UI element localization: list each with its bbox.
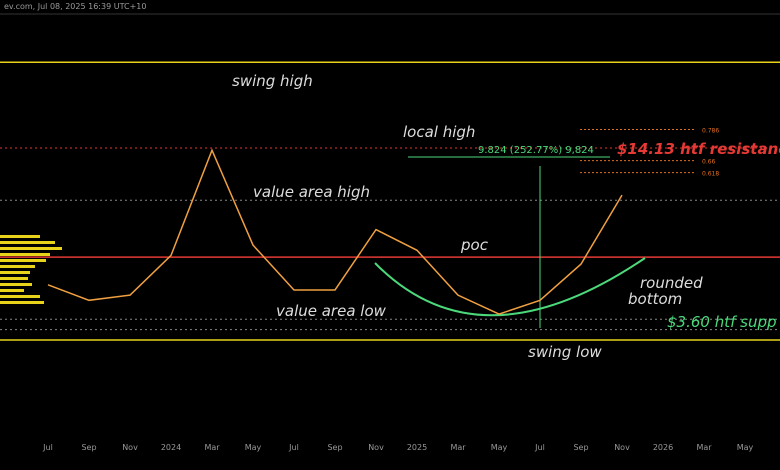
annotation: rounded bbox=[640, 274, 703, 292]
x-tick-label: Nov bbox=[368, 443, 384, 452]
x-tick-label: Mar bbox=[696, 443, 712, 452]
level-label: $3.60 htf supp bbox=[667, 313, 777, 331]
annotation: local high bbox=[403, 123, 475, 141]
x-tick-label: Jul bbox=[288, 443, 299, 452]
level-label: poc bbox=[460, 236, 489, 254]
x-tick-label: Sep bbox=[81, 443, 96, 452]
fib-label: 0.66 bbox=[702, 159, 716, 166]
x-tick-label: Sep bbox=[327, 443, 342, 452]
x-tick-label: May bbox=[245, 443, 262, 452]
measure-label: 9.824 (252.77%) 9,824 bbox=[478, 145, 594, 156]
x-tick-label: Jul bbox=[534, 443, 545, 452]
price-line bbox=[47, 148, 623, 315]
x-tick-label: May bbox=[491, 443, 508, 452]
level-label: swing low bbox=[528, 343, 602, 361]
level-label: swing high bbox=[232, 72, 313, 90]
x-tick-label: 2025 bbox=[407, 443, 427, 452]
x-tick-label: Nov bbox=[122, 443, 138, 452]
x-tick-label: Sep bbox=[573, 443, 588, 452]
x-tick-label: Jul bbox=[42, 443, 53, 452]
x-tick-label: Nov bbox=[614, 443, 630, 452]
volume-profile bbox=[0, 235, 62, 304]
fib-label: 0.786 bbox=[702, 128, 719, 135]
x-tick-label: Mar bbox=[204, 443, 220, 452]
x-tick-label: May bbox=[737, 443, 754, 452]
x-tick-label: Mar bbox=[450, 443, 466, 452]
rounded-bottom-curve bbox=[374, 257, 646, 317]
annotation: bottom bbox=[628, 290, 682, 308]
fib-label: 0.618 bbox=[702, 171, 719, 178]
level-label: value area high bbox=[253, 183, 370, 201]
level-label: value area low bbox=[276, 302, 387, 320]
level-label: $14.13 htf resistance bbox=[617, 140, 780, 158]
header: ev.com, Jul 08, 2025 16:39 UTC+10 bbox=[4, 2, 146, 11]
x-tick-label: 2024 bbox=[161, 443, 181, 452]
x-tick-label: 2026 bbox=[653, 443, 673, 452]
